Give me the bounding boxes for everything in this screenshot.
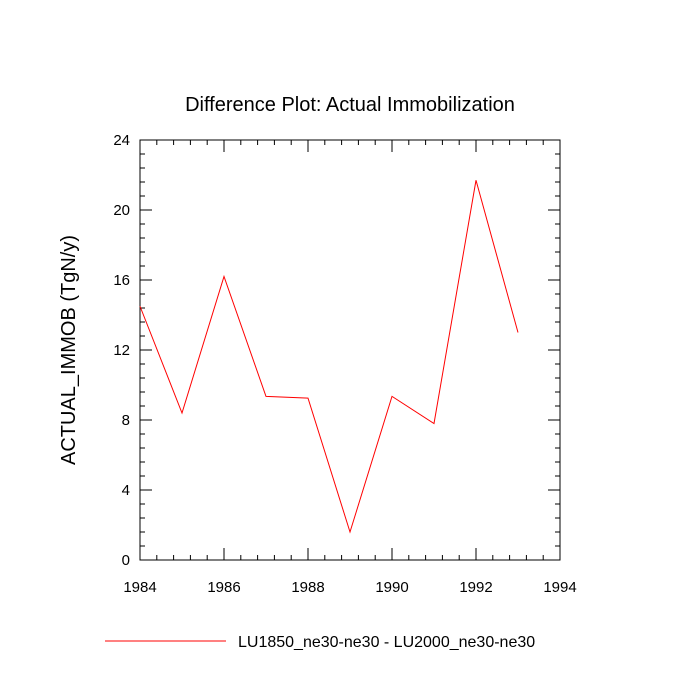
y-tick-labels: 0 4 8 12 16 20 24 — [113, 132, 130, 569]
series-group — [139, 180, 519, 534]
series-line — [139, 180, 519, 534]
x-tick-labels: 1984 1986 1988 1990 1992 1994 — [123, 579, 576, 596]
legend-label: LU1850_ne30-ne30 - LU2000_ne30-ne30 — [238, 634, 535, 651]
plot-frame — [139, 139, 561, 561]
y-tick-label: 24 — [113, 132, 130, 149]
x-tick-label: 1990 — [375, 579, 408, 596]
y-tick-label: 16 — [113, 272, 130, 289]
major-ticks — [139, 139, 561, 561]
y-tick-label: 20 — [113, 202, 130, 219]
y-tick-label: 8 — [122, 412, 130, 429]
x-tick-label: 1986 — [207, 579, 240, 596]
y-tick-label: 4 — [122, 482, 130, 499]
legend: LU1850_ne30-ne30 - LU2000_ne30-ne30 — [105, 634, 535, 651]
minor-ticks — [140, 140, 560, 560]
x-tick-label: 1988 — [291, 579, 324, 596]
x-tick-label: 1994 — [543, 579, 576, 596]
chart-title: Difference Plot: Actual Immobilization — [185, 94, 515, 116]
x-tick-label: 1984 — [123, 579, 156, 596]
y-tick-label: 12 — [113, 342, 130, 359]
y-tick-label: 0 — [122, 552, 130, 569]
y-axis-label: ACTUAL_IMMOB (TgN/y) — [58, 235, 80, 465]
x-tick-label: 1992 — [459, 579, 492, 596]
